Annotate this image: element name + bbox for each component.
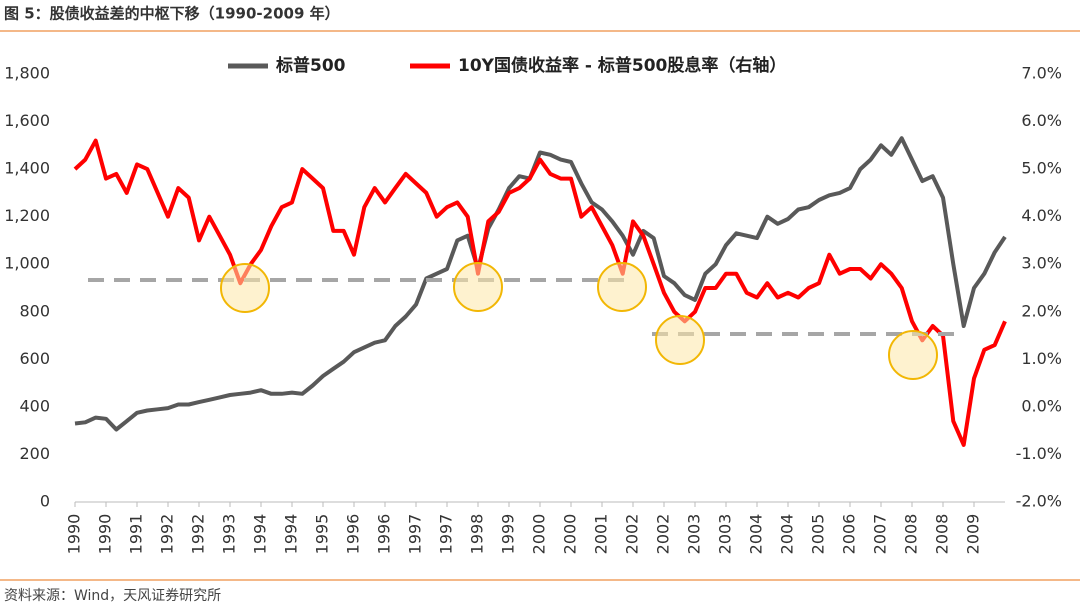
x-tick-label: 2001 bbox=[592, 514, 611, 555]
x-tick-label: 1997 bbox=[437, 514, 456, 555]
series-line bbox=[73, 138, 1007, 447]
y-tick-label: 400 bbox=[19, 396, 50, 415]
x-tick-label: 2005 bbox=[809, 514, 828, 555]
y-tick-label: 800 bbox=[19, 301, 50, 320]
highlight-circle bbox=[655, 315, 705, 365]
y-tick-label: 600 bbox=[19, 349, 50, 368]
x-tick-label: 2008 bbox=[933, 514, 952, 555]
x-tick-label: 1994 bbox=[251, 514, 270, 555]
y2-tick-label: 1.0% bbox=[1021, 349, 1062, 368]
x-tick-label: 2002 bbox=[623, 514, 642, 555]
y2-tick-label: 3.0% bbox=[1021, 254, 1062, 273]
y-tick-label: 0 bbox=[40, 492, 50, 511]
source-note: 资料来源：Wind，天风证券研究所 bbox=[4, 588, 221, 604]
annotations bbox=[88, 262, 962, 380]
y2-tick-label: 7.0% bbox=[1021, 64, 1062, 83]
x-tick-label: 2003 bbox=[685, 514, 704, 555]
y-tick-label: 200 bbox=[19, 444, 50, 463]
y-tick-label: 1,600 bbox=[4, 111, 50, 130]
y2-tick-label: -2.0% bbox=[1016, 492, 1062, 511]
x-tick-label: 2002 bbox=[654, 514, 673, 555]
y-tick-label: 1,400 bbox=[4, 159, 50, 178]
x-tick-label: 1994 bbox=[282, 514, 301, 555]
x-tick-label: 1993 bbox=[220, 514, 239, 555]
y2-tick-label: 5.0% bbox=[1021, 159, 1062, 178]
x-tick-label: 1992 bbox=[158, 514, 177, 555]
x-tick-label: 1995 bbox=[313, 514, 332, 555]
highlight-circle bbox=[888, 330, 938, 380]
x-tick-label: 2006 bbox=[840, 514, 859, 555]
x-tick-label: 2004 bbox=[747, 514, 766, 555]
x-tick-label: 1996 bbox=[344, 514, 363, 555]
x-tick-label: 1991 bbox=[127, 514, 146, 555]
highlight-circle bbox=[597, 262, 647, 312]
legend-label: 10Y国债收益率 - 标普500股息率（右轴） bbox=[458, 55, 786, 76]
x-tick-label: 1992 bbox=[189, 514, 208, 555]
chart-title: 图 5：股债收益差的中枢下移（1990-2009 年） bbox=[4, 5, 340, 23]
series-line bbox=[74, 136, 1007, 432]
y-tick-label: 1,000 bbox=[4, 254, 50, 273]
highlight-circle bbox=[453, 262, 503, 312]
x-tick-label: 2009 bbox=[964, 514, 983, 555]
highlight-circle bbox=[220, 263, 270, 313]
legend-label: 标普500 bbox=[276, 55, 346, 76]
y2-tick-label: 6.0% bbox=[1021, 111, 1062, 130]
x-tick-label: 1999 bbox=[499, 514, 518, 555]
x-tick-label: 1998 bbox=[468, 514, 487, 555]
x-tick-label: 1990 bbox=[96, 514, 115, 555]
y-tick-label: 1,200 bbox=[4, 206, 50, 225]
y2-tick-label: 0.0% bbox=[1021, 396, 1062, 415]
y2-tick-label: 2.0% bbox=[1021, 301, 1062, 320]
x-tick-label: 2000 bbox=[561, 514, 580, 555]
x-tick-label: 1996 bbox=[375, 514, 394, 555]
x-tick-label: 1990 bbox=[65, 514, 84, 555]
x-tick-label: 2000 bbox=[530, 514, 549, 555]
x-tick-label: 2008 bbox=[902, 514, 921, 555]
x-tick-label: 1997 bbox=[406, 514, 425, 555]
x-tick-label: 2007 bbox=[871, 514, 890, 555]
y2-tick-label: 4.0% bbox=[1021, 206, 1062, 225]
x-tick-label: 2004 bbox=[778, 514, 797, 555]
x-tick-label: 2003 bbox=[716, 514, 735, 555]
y-tick-label: 1,800 bbox=[4, 64, 50, 83]
y2-tick-label: -1.0% bbox=[1016, 444, 1062, 463]
